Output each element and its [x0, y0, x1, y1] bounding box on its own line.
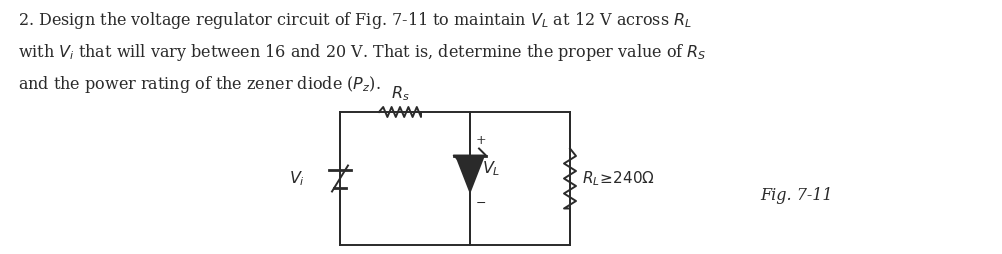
Text: +: +	[476, 135, 486, 148]
Text: $V_i$: $V_i$	[289, 169, 305, 188]
Text: and the power rating of the zener diode ($P_z$).: and the power rating of the zener diode …	[18, 74, 381, 95]
Text: $V_L$: $V_L$	[482, 159, 500, 178]
Text: Fig. 7-11: Fig. 7-11	[760, 186, 832, 203]
Text: $R_L\!\geq\!240\Omega$: $R_L\!\geq\!240\Omega$	[581, 169, 654, 188]
Polygon shape	[456, 155, 484, 192]
Text: with $V_i$ that will vary between 16 and 20 V. That is, determine the proper val: with $V_i$ that will vary between 16 and…	[18, 42, 706, 63]
Text: $R_s$: $R_s$	[390, 84, 409, 103]
Text: −: −	[476, 197, 486, 210]
Text: 2. Design the voltage regulator circuit of Fig. 7-11 to maintain $V_L$ at 12 V a: 2. Design the voltage regulator circuit …	[18, 10, 691, 31]
